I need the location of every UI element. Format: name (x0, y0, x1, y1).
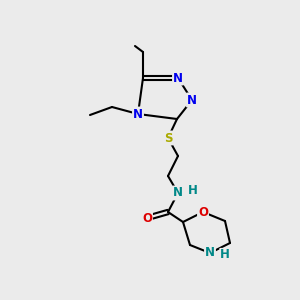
Text: N: N (133, 107, 143, 121)
Text: N: N (187, 94, 197, 106)
Text: O: O (142, 212, 152, 224)
Text: S: S (164, 131, 172, 145)
Text: N: N (173, 71, 183, 85)
Text: H: H (220, 248, 230, 262)
Text: N: N (205, 247, 215, 260)
Text: N: N (173, 187, 183, 200)
Text: H: H (188, 184, 198, 197)
Text: O: O (198, 206, 208, 218)
